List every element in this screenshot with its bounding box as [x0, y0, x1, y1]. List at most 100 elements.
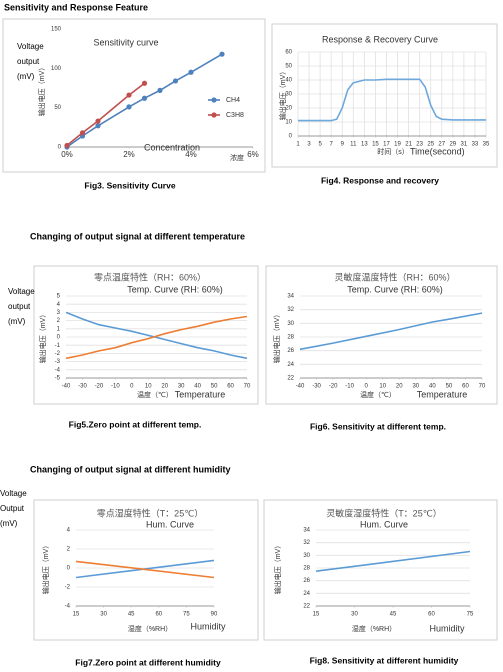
x-tick-label: 7	[330, 142, 334, 148]
y-tick-label: 22	[287, 376, 294, 382]
data-point	[95, 123, 101, 129]
y-tick-label: 32	[287, 307, 294, 313]
y-tick-label: -3	[55, 359, 61, 365]
y-tick-label: 50	[54, 105, 61, 111]
x-tick-label: 45	[128, 612, 135, 618]
x-tick-label: 4%	[185, 150, 197, 159]
x-tick-label: 15	[73, 612, 80, 618]
x-tick-label: 40	[194, 384, 201, 390]
x-tick-label: 90	[211, 612, 218, 618]
x-tick-label: 5	[318, 142, 322, 148]
x-tick-label: 70	[479, 384, 486, 390]
x-axis-label-en: Humidity	[429, 623, 465, 633]
x-tick-label: 15	[372, 142, 379, 148]
x-tick-label: -30	[312, 384, 321, 390]
y-axis-label-outer: Voltage	[8, 287, 35, 296]
x-tick-label: 30	[178, 384, 185, 390]
data-point	[219, 51, 225, 57]
x-tick-label: -10	[345, 384, 354, 390]
x-tick-label: -10	[111, 384, 120, 390]
figure-caption: Fig7.Zero point at different humidity	[75, 657, 221, 667]
data-line	[298, 78, 486, 122]
data-line	[65, 315, 248, 360]
x-tick-label: 70	[244, 384, 251, 390]
y-tick-label: -2	[65, 585, 71, 591]
y-tick-label: 34	[287, 294, 294, 300]
x-tick-label: 0	[365, 384, 369, 390]
y-tick-label: -4	[55, 367, 61, 373]
data-line	[315, 550, 471, 572]
y-axis-label: 输出电压（mV）	[38, 311, 47, 364]
y-axis-label-outer: Output	[0, 504, 25, 513]
y-tick-label: 0	[289, 134, 293, 140]
y-tick-label: 40	[285, 78, 292, 84]
y-tick-label: 0	[57, 335, 61, 341]
chart-subtitle: Hum. Curve	[360, 519, 408, 529]
chart-title: Response & Recovery Curve	[322, 34, 438, 44]
x-tick-label: 25	[427, 142, 434, 148]
y-tick-label: 28	[287, 335, 294, 341]
y-tick-label: 10	[285, 120, 292, 126]
data-point	[126, 104, 132, 110]
x-axis-label-en: Time(second)	[410, 146, 465, 156]
x-tick-label: -40	[296, 384, 305, 390]
figure-caption: Fig3. Sensitivity Curve	[84, 180, 175, 190]
x-tick-label: 29	[449, 142, 456, 148]
y-tick-label: 32	[303, 540, 310, 546]
x-tick-label: 60	[227, 384, 234, 390]
x-tick-label: 15	[313, 612, 320, 618]
x-tick-label: -20	[95, 384, 104, 390]
x-tick-label: 30	[351, 612, 358, 618]
chart-title: Sensitivity curve	[93, 37, 158, 47]
data-line	[299, 312, 483, 351]
x-axis-label: 湿度（%RH）	[352, 624, 396, 633]
data-point	[172, 78, 179, 84]
x-tick-label: 45	[390, 612, 397, 618]
y-tick-label: -2	[55, 351, 61, 357]
y-tick-label: 20	[285, 106, 292, 112]
x-tick-label: 10	[379, 384, 386, 390]
chart-box	[265, 265, 498, 405]
legend-label: C3H8	[226, 112, 244, 119]
figure-caption: Fig6. Sensitivity at different temp.	[310, 421, 446, 431]
x-tick-label: 3	[307, 142, 311, 148]
x-tick-label: 23	[416, 142, 423, 148]
figure-caption: Fig8. Sensitivity at different humidity	[310, 655, 459, 665]
y-tick-label: 2	[67, 547, 71, 553]
x-tick-label: 60	[155, 612, 162, 618]
y-tick-label: 30	[285, 92, 292, 98]
x-tick-label: 35	[483, 142, 490, 148]
x-tick-label: 13	[361, 142, 368, 148]
x-tick-label: 0%	[61, 150, 73, 159]
data-line	[65, 311, 248, 360]
x-tick-label: -40	[62, 384, 71, 390]
y-tick-label: 30	[287, 321, 294, 327]
y-tick-label: 4	[67, 528, 71, 534]
x-tick-label: 6%	[247, 150, 259, 159]
x-axis-label-en: Temperature	[417, 389, 468, 399]
y-tick-label: -4	[65, 604, 71, 610]
data-point	[126, 92, 132, 98]
x-tick-label: -30	[78, 384, 87, 390]
x-tick-label: 30	[412, 384, 419, 390]
y-tick-label: -1	[55, 343, 61, 349]
x-tick-label: 9	[341, 142, 345, 148]
chart-title: 灵敏度湿度特性（T：25℃）	[326, 507, 442, 518]
section-heading: Sensitivity and Response Feature	[4, 2, 148, 12]
chart-title: 灵敏度温度特性（RH：60%）	[334, 271, 455, 282]
x-axis-label-en: Concentration	[144, 142, 200, 152]
y-tick-label: 0	[58, 145, 62, 151]
x-tick-label: 11	[350, 142, 357, 148]
y-tick-label: 30	[303, 553, 310, 559]
y-tick-label: 2	[57, 318, 61, 324]
x-tick-label: 20	[396, 384, 403, 390]
y-axis-label-outer: Voltage	[17, 42, 44, 51]
x-axis-label: 温度（℃）	[137, 390, 173, 399]
chart-box	[271, 23, 498, 168]
y-tick-label: 24	[287, 362, 294, 368]
x-tick-label: 75	[467, 612, 474, 618]
chart-box	[263, 499, 498, 641]
y-axis-label-outer: output	[17, 57, 40, 66]
data-point	[141, 80, 148, 86]
